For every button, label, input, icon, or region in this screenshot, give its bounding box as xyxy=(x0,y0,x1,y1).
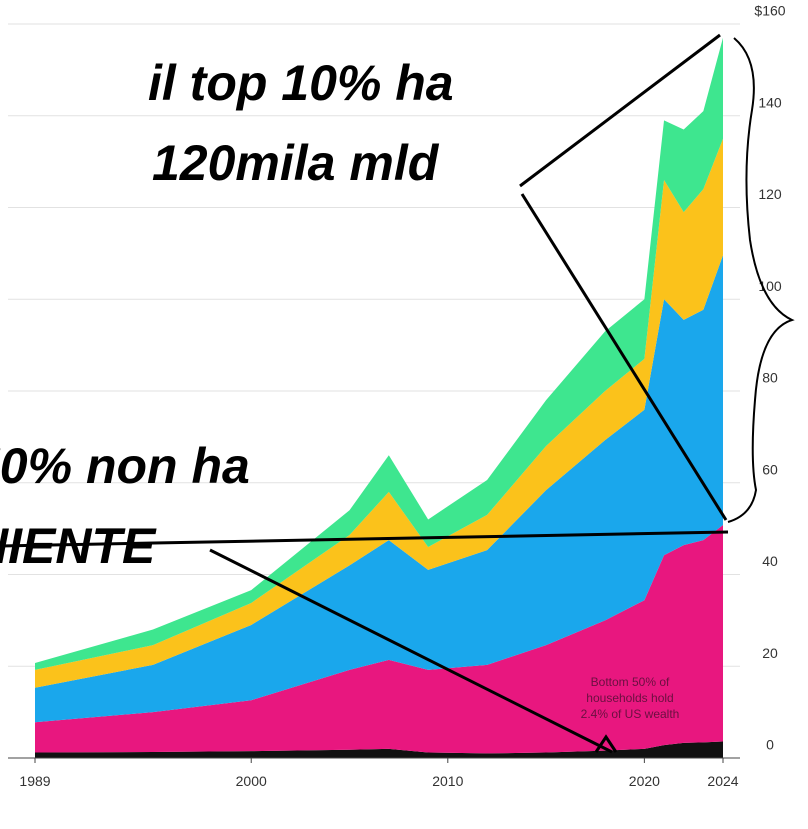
x-tick-label: 1989 xyxy=(19,773,50,789)
area xyxy=(35,524,723,754)
areas: Bottom 50% of households hold 2.4% of US w… xyxy=(35,37,723,758)
note: households hold xyxy=(586,691,673,705)
y-tick-label: 140 xyxy=(758,94,782,110)
area xyxy=(35,741,723,758)
y-tick-label: 40 xyxy=(762,553,778,569)
annotation: 50% non ha xyxy=(0,438,250,494)
pointer-line xyxy=(0,530,729,548)
y-tick-label: 0 xyxy=(766,737,774,753)
note: 2.4% of US wealth xyxy=(581,707,680,721)
pointer-line xyxy=(209,548,613,754)
y-tick-label: 20 xyxy=(762,645,778,661)
area xyxy=(35,138,723,688)
y-tick-label: 80 xyxy=(762,370,778,386)
y-tick-label: 120 xyxy=(758,186,782,202)
annotation: 120mila mld xyxy=(152,135,440,191)
pointer-line xyxy=(520,193,728,521)
area xyxy=(35,255,723,723)
x-tick-label: 2010 xyxy=(432,773,463,789)
annotation: il top 10% ha xyxy=(148,55,454,111)
x-tick-label: 2020 xyxy=(629,773,660,789)
arrow-head xyxy=(594,734,618,753)
note: Bottom 50% of xyxy=(591,675,670,689)
pointer-line xyxy=(519,33,721,188)
x-tick-label: 2024 xyxy=(707,773,738,789)
annotation-lines xyxy=(0,33,795,754)
y-tick-label: $160 xyxy=(754,3,785,19)
y-tick-label: 60 xyxy=(762,461,778,477)
brace xyxy=(727,37,795,523)
x-tick-label: 2000 xyxy=(236,773,267,789)
